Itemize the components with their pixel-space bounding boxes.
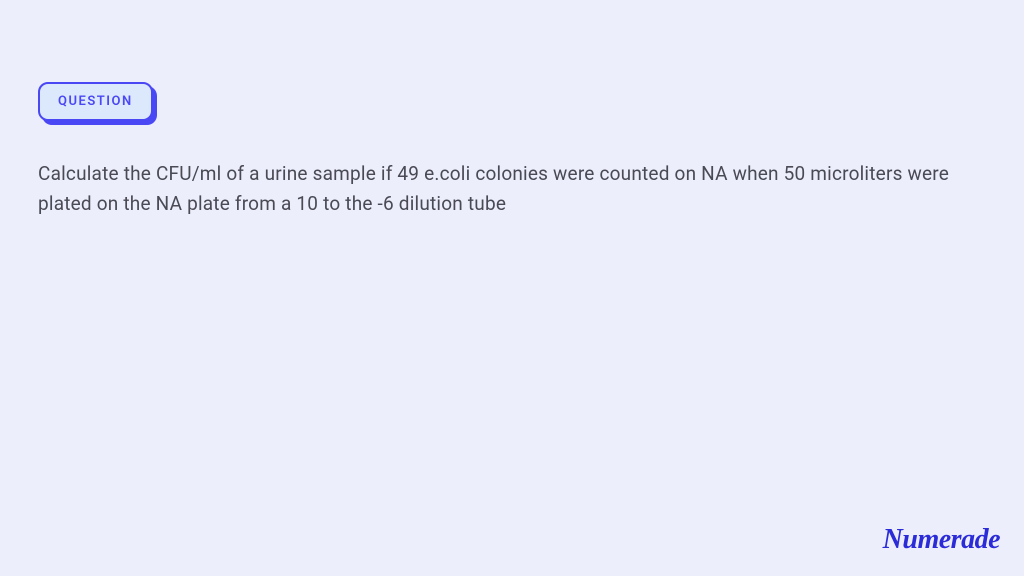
content-area: QUESTION Calculate the CFU/ml of a urine… xyxy=(0,0,1024,220)
badge-label: QUESTION xyxy=(58,94,133,109)
question-badge-wrapper: QUESTION xyxy=(38,82,153,121)
question-text: Calculate the CFU/ml of a urine sample i… xyxy=(38,159,986,220)
brand-logo: Numerade xyxy=(883,524,1000,556)
brand-logo-text: Numerade xyxy=(883,524,1000,555)
question-badge: QUESTION xyxy=(38,82,153,121)
